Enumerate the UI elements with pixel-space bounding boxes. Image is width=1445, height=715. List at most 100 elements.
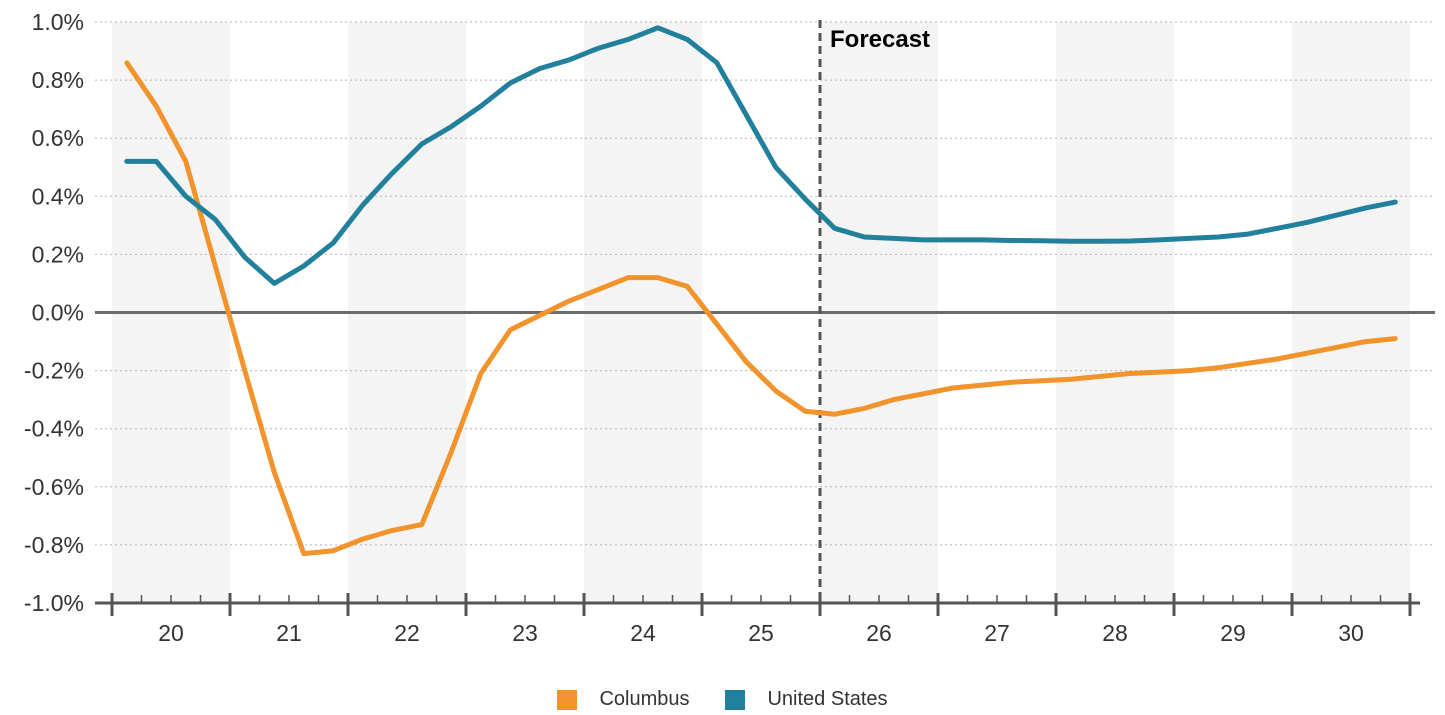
legend-item-united-states: United States [725,688,888,711]
data-point-united-states [567,57,572,62]
data-point-united-states [1186,236,1191,241]
x-tick-label: 24 [630,620,656,646]
data-point-columbus [213,264,218,269]
data-point-columbus [272,470,277,475]
data-point-columbus [1245,361,1250,366]
y-tick-label: -0.8% [24,532,84,558]
data-point-united-states [980,237,985,242]
data-point-columbus [655,275,660,280]
data-point-united-states [1216,234,1221,239]
data-point-columbus [390,528,395,533]
data-point-columbus [508,327,513,332]
legend-swatch-united-states [725,689,746,710]
data-point-columbus [1127,371,1132,376]
y-tick-label: 0.8% [32,67,84,93]
data-point-united-states [921,237,926,242]
data-point-columbus [1275,356,1280,361]
data-point-united-states [655,25,660,30]
data-point-united-states [272,281,277,286]
x-tick-label: 30 [1338,620,1364,646]
y-tick-label: -0.6% [24,474,84,500]
data-point-columbus [1009,380,1014,385]
data-point-united-states [154,159,159,164]
data-point-columbus [449,449,454,454]
data-point-columbus [537,313,542,318]
data-point-united-states [862,234,867,239]
data-point-columbus [1186,368,1191,373]
data-point-united-states [626,37,631,42]
data-point-columbus [242,368,247,373]
y-tick-label: 0.6% [32,125,84,151]
y-tick-label: -0.2% [24,358,84,384]
data-point-columbus [596,287,601,292]
data-point-columbus [1039,378,1044,383]
data-point-columbus [567,298,572,303]
data-point-columbus [331,548,336,553]
data-point-columbus [714,322,719,327]
x-tick-label: 20 [158,620,184,646]
data-point-columbus [980,383,985,388]
data-point-united-states [1334,213,1339,218]
data-point-columbus [301,551,306,556]
series-line-united-states [124,25,1398,286]
data-point-united-states [1009,238,1014,243]
data-point-columbus [685,284,690,289]
data-point-united-states [183,194,188,199]
data-point-columbus [921,391,926,396]
x-tick-label: 21 [276,620,302,646]
data-point-united-states [803,197,808,202]
data-point-united-states [1098,239,1103,244]
data-point-united-states [301,264,306,269]
data-point-united-states [508,81,513,86]
data-point-united-states [449,124,454,129]
data-point-columbus [803,409,808,414]
data-point-columbus [1157,370,1162,375]
data-point-columbus [1068,377,1073,382]
data-point-united-states [331,240,336,245]
data-point-columbus [1098,374,1103,379]
data-point-columbus [1216,365,1221,370]
data-point-united-states [242,255,247,260]
data-point-united-states [360,203,365,208]
x-tick-label: 26 [866,620,892,646]
legend: Columbus United States [0,688,1445,711]
data-point-columbus [1334,345,1339,350]
series-line-columbus [124,60,1398,557]
data-point-columbus [891,397,896,402]
data-point-united-states [213,217,218,222]
legend-item-columbus: Columbus [557,688,689,711]
data-point-columbus [1393,336,1398,341]
data-point-united-states [596,46,601,51]
data-point-columbus [744,359,749,364]
data-point-united-states [1157,237,1162,242]
data-point-columbus [478,371,483,376]
data-point-united-states [891,236,896,241]
data-point-united-states [714,60,719,65]
data-point-columbus [773,388,778,393]
data-point-united-states [1304,220,1309,225]
data-point-united-states [419,142,424,147]
y-tick-label: 0.0% [32,300,84,326]
data-point-united-states [832,226,837,231]
y-tick-label: 0.2% [32,241,84,267]
data-point-united-states [1363,205,1368,210]
data-point-united-states [1275,226,1280,231]
data-point-columbus [626,275,631,280]
data-point-united-states [478,104,483,109]
line-chart: 1.0% 0.8% 0.6% 0.4% 0.2% 0.0% -0.2% -0.4% -0.6% -… [24,9,1435,646]
legend-swatch-columbus [557,689,578,710]
x-tick-label: 23 [512,620,538,646]
data-point-columbus [419,522,424,527]
data-point-united-states [1245,232,1250,237]
data-point-united-states [773,165,778,170]
data-point-united-states [1393,200,1398,205]
data-point-united-states [744,112,749,117]
y-tick-label: -1.0% [24,590,84,616]
data-point-columbus [183,159,188,164]
legend-label-columbus: Columbus [599,688,690,710]
data-point-united-states [124,159,129,164]
data-point-united-states [1039,238,1044,243]
y-tick-label: 0.4% [32,183,84,209]
data-point-columbus [1363,339,1368,344]
x-tick-label: 22 [394,620,420,646]
